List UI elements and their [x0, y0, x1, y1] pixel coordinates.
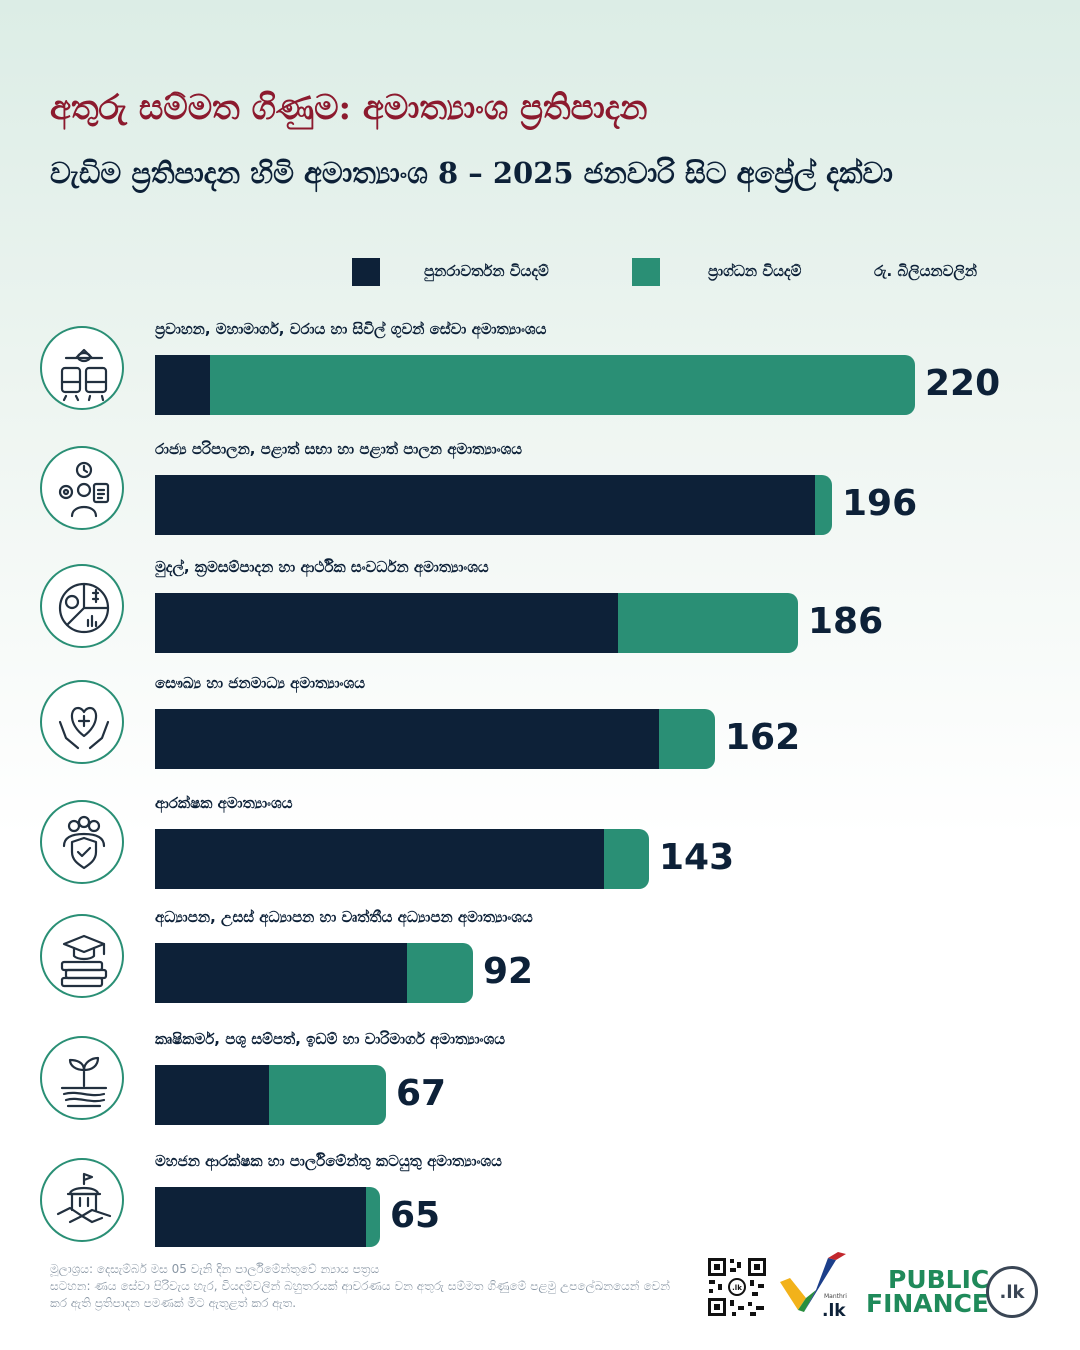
legend: පුනරාවර්තන වියදම් ප්‍රාග්ධන වියදම් රු. බ…	[352, 258, 1012, 286]
bar	[155, 829, 649, 889]
bar-segment-capital	[618, 593, 798, 653]
value-label: 143	[659, 837, 735, 878]
legend-unit: රු. බිලියනවලින්	[874, 262, 978, 280]
bar-segment-recurrent	[155, 475, 815, 535]
svg-text:Manthri: Manthri	[824, 1293, 847, 1300]
category-label: රාජ්‍ය පරිපාලන, පළාත් සභා හා පළාත් පාලන …	[155, 440, 523, 458]
value-label: 162	[725, 717, 801, 758]
category-label: ප්‍රවාහන, මහාමාර්ග, වරාය හා සිවිල් ගුවන්…	[155, 320, 547, 338]
bar-segment-capital	[659, 709, 715, 769]
bar	[155, 709, 715, 769]
bar-segment-recurrent	[155, 1065, 269, 1125]
category-label: සෞඛ්‍ය හා ජනමාධ්‍ය අමාත්‍යාංශය	[155, 674, 365, 692]
agriculture-icon	[40, 1036, 124, 1120]
bar-segment-capital	[604, 829, 649, 889]
bar-segment-capital	[407, 943, 473, 1003]
bar	[155, 1187, 380, 1247]
chart-row: සෞඛ්‍ය හා ජනමාධ්‍ය අමාත්‍යාංශය 162	[0, 672, 1080, 782]
chart-row: ආරක්ෂක අමාත්‍යාංශය 143	[0, 792, 1080, 902]
legend-label-capital: ප්‍රාග්ධන වියදම්	[708, 262, 802, 280]
bar-segment-recurrent	[155, 593, 618, 653]
bar	[155, 475, 832, 535]
value-label: 92	[483, 951, 534, 992]
footer-notes: මූලාශ්‍රය: දෙසැම්බර් මස 05 වැනි දින පාර්…	[50, 1261, 670, 1312]
public-finance-badge: .lk	[986, 1266, 1038, 1318]
category-label: කෘෂිකර්ම, පශු සම්පත්, ඉඩම් හා වාරිමාර්ග …	[155, 1030, 505, 1048]
finance-icon	[40, 564, 124, 648]
bar-segment-recurrent	[155, 355, 210, 415]
value-label: 186	[808, 601, 884, 642]
legend-label-recurrent: පුනරාවර්තන වියදම්	[424, 262, 549, 280]
bar-segment-capital	[815, 475, 832, 535]
page-title: අතුරු සම්මත ගිණුම: අමාත්‍යාංශ ප්‍රතිපාදන	[50, 88, 648, 128]
category-label: ආරක්ෂක අමාත්‍යාංශය	[155, 794, 293, 812]
bar-segment-recurrent	[155, 829, 604, 889]
page-subtitle: වැඩිම ප්‍රතිපාදන හිමි අමාත්‍යාංශ 8 – 202…	[50, 156, 893, 190]
bar-segment-capital	[366, 1187, 380, 1247]
bar	[155, 355, 915, 415]
public-admin-icon	[40, 446, 124, 530]
chart-row: කෘෂිකර්ම, පශු සම්පත්, ඉඩම් හා වාරිමාර්ග …	[0, 1028, 1080, 1138]
bar-segment-capital	[210, 355, 915, 415]
category-label: මහජන ආරක්ෂක හා පාර්ලිමේන්තු කටයුතු අමාත්…	[155, 1152, 502, 1170]
value-label: 65	[390, 1195, 441, 1236]
bar	[155, 1065, 386, 1125]
bar	[155, 943, 473, 1003]
chart-row: මුදල්, ක්‍රමසම්පාදන හා ආර්ථික සංවර්ධන අම…	[0, 556, 1080, 666]
value-label: 67	[396, 1073, 447, 1114]
value-label: 196	[842, 483, 918, 524]
legend-swatch-recurrent	[352, 258, 380, 286]
legend-swatch-capital	[632, 258, 660, 286]
category-label: අධ්‍යාපන, උසස් අධ්‍යාපන හා වෘත්තීය අධ්‍ය…	[155, 908, 533, 926]
source-note: මූලාශ්‍රය: දෙසැම්බර් මස 05 වැනි දින පාර්…	[50, 1262, 380, 1276]
qr-code-icon: .lk	[706, 1256, 768, 1318]
bar	[155, 593, 798, 653]
bar-segment-recurrent	[155, 709, 659, 769]
public-security-icon	[40, 1158, 124, 1242]
public-finance-logo: PUBLIC FINANCE	[866, 1265, 990, 1318]
category-label: මුදල්, ක්‍රමසම්පාදන හා ආර්ථික සංවර්ධන අම…	[155, 558, 489, 576]
transport-icon	[40, 326, 124, 410]
chart-row: මහජන ආරක්ෂක හා පාර්ලිමේන්තු කටයුතු අමාත්…	[0, 1150, 1080, 1260]
defence-icon	[40, 800, 124, 884]
footnote: සටහන: ණය සේවා පිරිවැය හැර, වියදම්වලින් බ…	[50, 1279, 670, 1310]
public-finance-word-public: PUBLIC	[888, 1265, 990, 1294]
public-finance-word-finance: FINANCE	[866, 1289, 989, 1318]
chart-row: ප්‍රවාහන, මහාමාර්ග, වරාය හා සිවිල් ගුවන්…	[0, 318, 1080, 428]
chart-row: රාජ්‍ය පරිපාලන, පළාත් සභා හා පළාත් පාලන …	[0, 438, 1080, 548]
public-finance-badge-text: .lk	[999, 1282, 1025, 1303]
health-icon	[40, 680, 124, 764]
svg-text:.lk: .lk	[822, 1301, 846, 1320]
svg-text:.lk: .lk	[732, 1284, 742, 1292]
manthri-logo: Manthri .lk	[780, 1252, 847, 1320]
value-label: 220	[925, 363, 1001, 404]
education-icon	[40, 914, 124, 998]
chart-row: අධ්‍යාපන, උසස් අධ්‍යාපන හා වෘත්තීය අධ්‍ය…	[0, 906, 1080, 1016]
bar-segment-recurrent	[155, 943, 407, 1003]
bar-segment-capital	[269, 1065, 386, 1125]
bar-segment-recurrent	[155, 1187, 366, 1247]
